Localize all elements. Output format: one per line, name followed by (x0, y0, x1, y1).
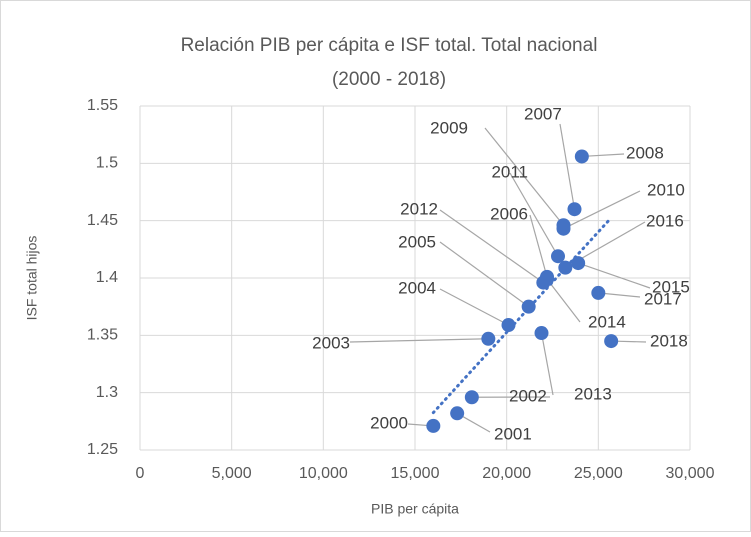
point-label: 2009 (430, 118, 468, 137)
point-label: 2017 (644, 289, 682, 308)
point-label: 2008 (626, 143, 664, 162)
y-axis-label: ISF total hijos (24, 236, 40, 321)
point-label: 2000 (370, 413, 408, 432)
point-label: 2012 (400, 199, 438, 218)
point-label: 2004 (398, 278, 436, 297)
point-label: 2013 (574, 384, 612, 403)
point-label: 2003 (312, 333, 350, 352)
chart-title: Relación PIB per cápita e ISF total. Tot… (181, 35, 598, 56)
point (557, 222, 571, 236)
y-tick-label: 1.45 (87, 212, 118, 229)
point (575, 149, 589, 163)
x-tick-label: 10,000 (299, 465, 348, 482)
point-label: 2018 (650, 331, 688, 350)
point (591, 286, 605, 300)
y-tick-label: 1.35 (87, 327, 118, 344)
x-tick-label: 20,000 (482, 465, 531, 482)
point (568, 202, 582, 216)
point (502, 318, 516, 332)
point (535, 326, 549, 340)
y-tick-label: 1.5 (96, 155, 118, 172)
point (522, 300, 536, 314)
point-label: 2016 (646, 211, 684, 230)
x-tick-label: 30,000 (666, 465, 715, 482)
point (558, 261, 572, 275)
y-tick-label: 1.4 (96, 269, 118, 286)
y-tick-label: 1.3 (96, 384, 118, 401)
chart-title: (2000 - 2018) (332, 69, 446, 90)
point-label: 2011 (491, 162, 528, 181)
x-tick-label: 15,000 (391, 465, 440, 482)
x-tick-label: 0 (136, 465, 145, 482)
x-axis-label: PIB per cápita (371, 501, 459, 517)
point-label: 2006 (490, 204, 528, 223)
point-label: 2005 (398, 232, 436, 251)
point (540, 272, 554, 286)
point (551, 249, 565, 263)
point (426, 419, 440, 433)
point-label: 2007 (524, 104, 562, 123)
x-tick-label: 25,000 (574, 465, 623, 482)
point (450, 406, 464, 420)
point-label: 2014 (588, 312, 626, 331)
point (604, 334, 618, 348)
y-tick-label: 1.25 (87, 441, 118, 458)
point-label: 2010 (647, 180, 685, 199)
x-tick-label: 5,000 (212, 465, 252, 482)
point (481, 332, 495, 346)
y-tick-label: 1.55 (87, 97, 118, 114)
point (465, 390, 479, 404)
point-label: 2002 (509, 386, 547, 405)
point-label: 2001 (494, 424, 532, 443)
point (571, 256, 585, 270)
